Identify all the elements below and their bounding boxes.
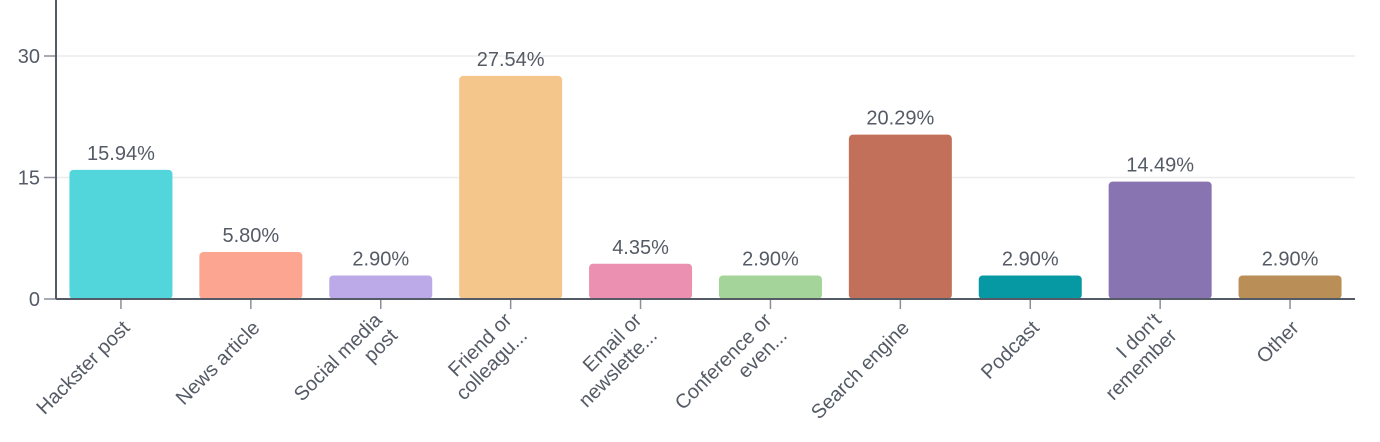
bar bbox=[199, 252, 303, 299]
x-tick-label: Social mediapost bbox=[290, 309, 403, 422]
y-tick-label: 0 bbox=[29, 289, 40, 311]
x-tick-label: Friend orcolleagu... bbox=[436, 309, 532, 405]
gridlines bbox=[56, 55, 1355, 179]
x-tick-label-line: News article bbox=[172, 317, 265, 410]
x-tick-label-text: Other bbox=[1253, 317, 1304, 368]
data-label: 14.49% bbox=[1126, 155, 1194, 177]
x-tick-label: Podcast bbox=[977, 317, 1044, 384]
x-axis: Hackster post News article Social mediapos… bbox=[32, 298, 1355, 430]
data-labels: 15.94% 5.80% 2.90% 27.54% 4.35% 2.90% 20.29% 2.… bbox=[87, 49, 1319, 271]
x-tick-label-line: Podcast bbox=[977, 317, 1044, 384]
data-label: 2.90% bbox=[1262, 249, 1319, 271]
y-tick-label: 30 bbox=[18, 46, 40, 68]
x-tick-label-text: Social mediapost bbox=[290, 309, 403, 422]
data-label: 15.94% bbox=[87, 143, 155, 165]
y-tick-label: 15 bbox=[18, 168, 40, 190]
data-label: 4.35% bbox=[612, 237, 669, 259]
bar bbox=[589, 263, 693, 299]
data-label: 5.80% bbox=[222, 225, 279, 247]
x-tick-label-line: Hackster post bbox=[32, 317, 134, 419]
bar bbox=[848, 134, 952, 299]
x-tick-label: Other bbox=[1253, 317, 1304, 368]
x-tick-label-text: Conference oreven... bbox=[671, 309, 792, 430]
x-tick-label-text: Hackster post bbox=[32, 317, 134, 419]
data-label: 27.54% bbox=[477, 49, 545, 71]
bar bbox=[1108, 181, 1212, 299]
data-label: 2.90% bbox=[742, 249, 799, 271]
data-label: 2.90% bbox=[1002, 249, 1059, 271]
x-tick-label-text: News article bbox=[172, 317, 265, 410]
bar bbox=[329, 275, 433, 299]
bar bbox=[978, 275, 1082, 299]
x-tick-label: Conference oreven... bbox=[671, 309, 792, 430]
data-label: 20.29% bbox=[866, 108, 934, 130]
x-tick-label-text: Email ornewslette... bbox=[559, 309, 662, 412]
x-tick-label-text: I don'tremember bbox=[1086, 309, 1182, 405]
x-tick-label: Hackster post bbox=[32, 317, 134, 419]
x-tick-label: Search engine bbox=[807, 317, 914, 424]
x-tick-label-text: Podcast bbox=[977, 317, 1044, 384]
bar bbox=[1238, 275, 1342, 299]
bar bbox=[459, 75, 563, 300]
x-tick-label: I don'tremember bbox=[1086, 309, 1182, 405]
x-tick-label: News article bbox=[172, 317, 265, 410]
y-axis: 0 15 30 bbox=[18, 0, 57, 311]
bars bbox=[69, 75, 1342, 300]
data-label: 2.90% bbox=[352, 249, 409, 271]
x-tick-label-line: Search engine bbox=[807, 317, 914, 424]
x-tick-label: Email ornewslette... bbox=[559, 309, 662, 412]
bar bbox=[718, 275, 822, 299]
x-tick-label-text: Search engine bbox=[807, 317, 914, 424]
x-tick-label-line: Other bbox=[1253, 317, 1304, 368]
x-tick-label-text: Friend orcolleagu... bbox=[436, 309, 532, 405]
bar bbox=[69, 169, 173, 299]
